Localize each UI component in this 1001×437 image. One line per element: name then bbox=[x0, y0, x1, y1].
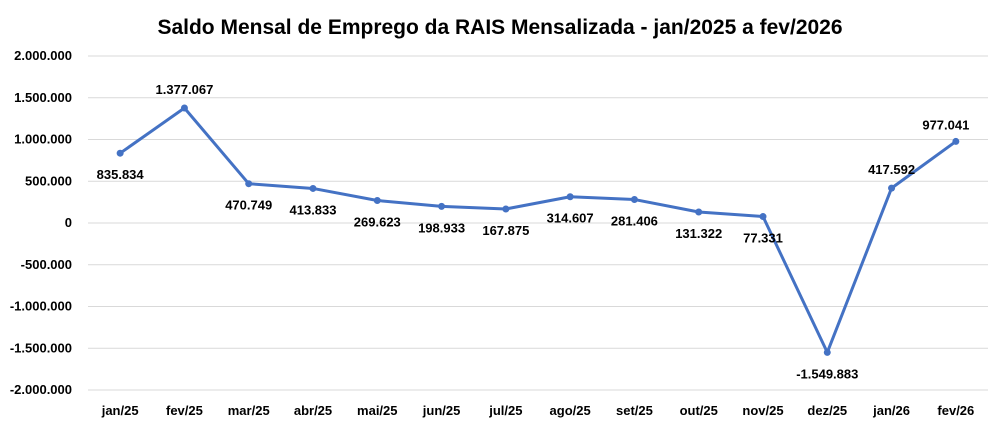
x-tick-label: dez/25 bbox=[807, 403, 847, 418]
y-tick-label: 1.000.000 bbox=[14, 132, 72, 147]
data-point bbox=[888, 184, 896, 192]
data-label: 413.833 bbox=[290, 202, 337, 217]
x-tick-label: fev/25 bbox=[166, 403, 203, 418]
x-tick-label: jan/26 bbox=[872, 403, 910, 418]
data-point bbox=[630, 196, 638, 204]
x-tick-label: jun/25 bbox=[422, 403, 461, 418]
data-label: 470.749 bbox=[225, 198, 272, 213]
y-tick-label: -1.000.000 bbox=[10, 299, 72, 314]
x-tick-label: abr/25 bbox=[294, 403, 332, 418]
data-label: 167.875 bbox=[482, 223, 529, 238]
y-tick-label: -500.000 bbox=[21, 257, 72, 272]
data-point bbox=[759, 213, 767, 221]
y-axis-ticks: 2.000.000 1.500.000 1.000.000 500.000 0 -500.… bbox=[10, 48, 72, 397]
x-tick-label: nov/25 bbox=[742, 403, 783, 418]
gridlines bbox=[88, 55, 988, 391]
chart-title: Saldo Mensal de Emprego da RAIS Mensaliz… bbox=[157, 16, 842, 39]
data-label: 1.377.067 bbox=[156, 82, 214, 97]
data-label: 77.331 bbox=[743, 231, 783, 246]
y-tick-label: 2.000.000 bbox=[14, 48, 72, 63]
y-tick-label: -2.000.000 bbox=[10, 382, 72, 397]
series bbox=[116, 104, 960, 356]
data-point bbox=[245, 180, 253, 188]
data-point bbox=[116, 149, 124, 157]
data-point bbox=[373, 196, 381, 204]
y-tick-label: -1.500.000 bbox=[10, 340, 72, 355]
data-label: -1.549.883 bbox=[796, 366, 858, 381]
data-label: 314.607 bbox=[547, 211, 594, 226]
data-label: 977.041 bbox=[922, 117, 969, 132]
x-tick-label: mar/25 bbox=[228, 403, 270, 418]
data-labels: 835.834 1.377.067 470.749 413.833 269.623 198… bbox=[97, 82, 970, 381]
data-label: 417.592 bbox=[868, 162, 915, 177]
x-tick-label: fev/26 bbox=[937, 403, 974, 418]
data-point bbox=[695, 208, 703, 216]
y-tick-label: 0 bbox=[65, 215, 72, 230]
x-tick-label: jul/25 bbox=[488, 403, 522, 418]
data-label: 269.623 bbox=[354, 214, 401, 229]
series-line bbox=[119, 106, 957, 354]
data-label: 281.406 bbox=[611, 214, 658, 229]
data-point bbox=[309, 184, 317, 192]
data-label: 835.834 bbox=[97, 167, 145, 182]
y-tick-label: 500.000 bbox=[25, 173, 72, 188]
data-label: 131.322 bbox=[675, 226, 722, 241]
data-point bbox=[566, 193, 574, 201]
x-axis-ticks: jan/25 fev/25 mar/25 abr/25 mai/25 jun/25 jul/… bbox=[101, 403, 975, 418]
x-tick-label: mai/25 bbox=[357, 403, 397, 418]
data-point bbox=[438, 202, 446, 210]
x-tick-label: out/25 bbox=[680, 403, 718, 418]
data-point bbox=[502, 205, 510, 213]
data-point bbox=[180, 104, 188, 112]
data-point bbox=[952, 137, 960, 145]
x-tick-label: set/25 bbox=[616, 403, 653, 418]
y-tick-label: 1.500.000 bbox=[14, 90, 72, 105]
x-tick-label: jan/25 bbox=[101, 403, 139, 418]
data-point bbox=[823, 348, 831, 356]
data-label: 198.933 bbox=[418, 220, 465, 235]
x-tick-label: ago/25 bbox=[550, 403, 591, 418]
